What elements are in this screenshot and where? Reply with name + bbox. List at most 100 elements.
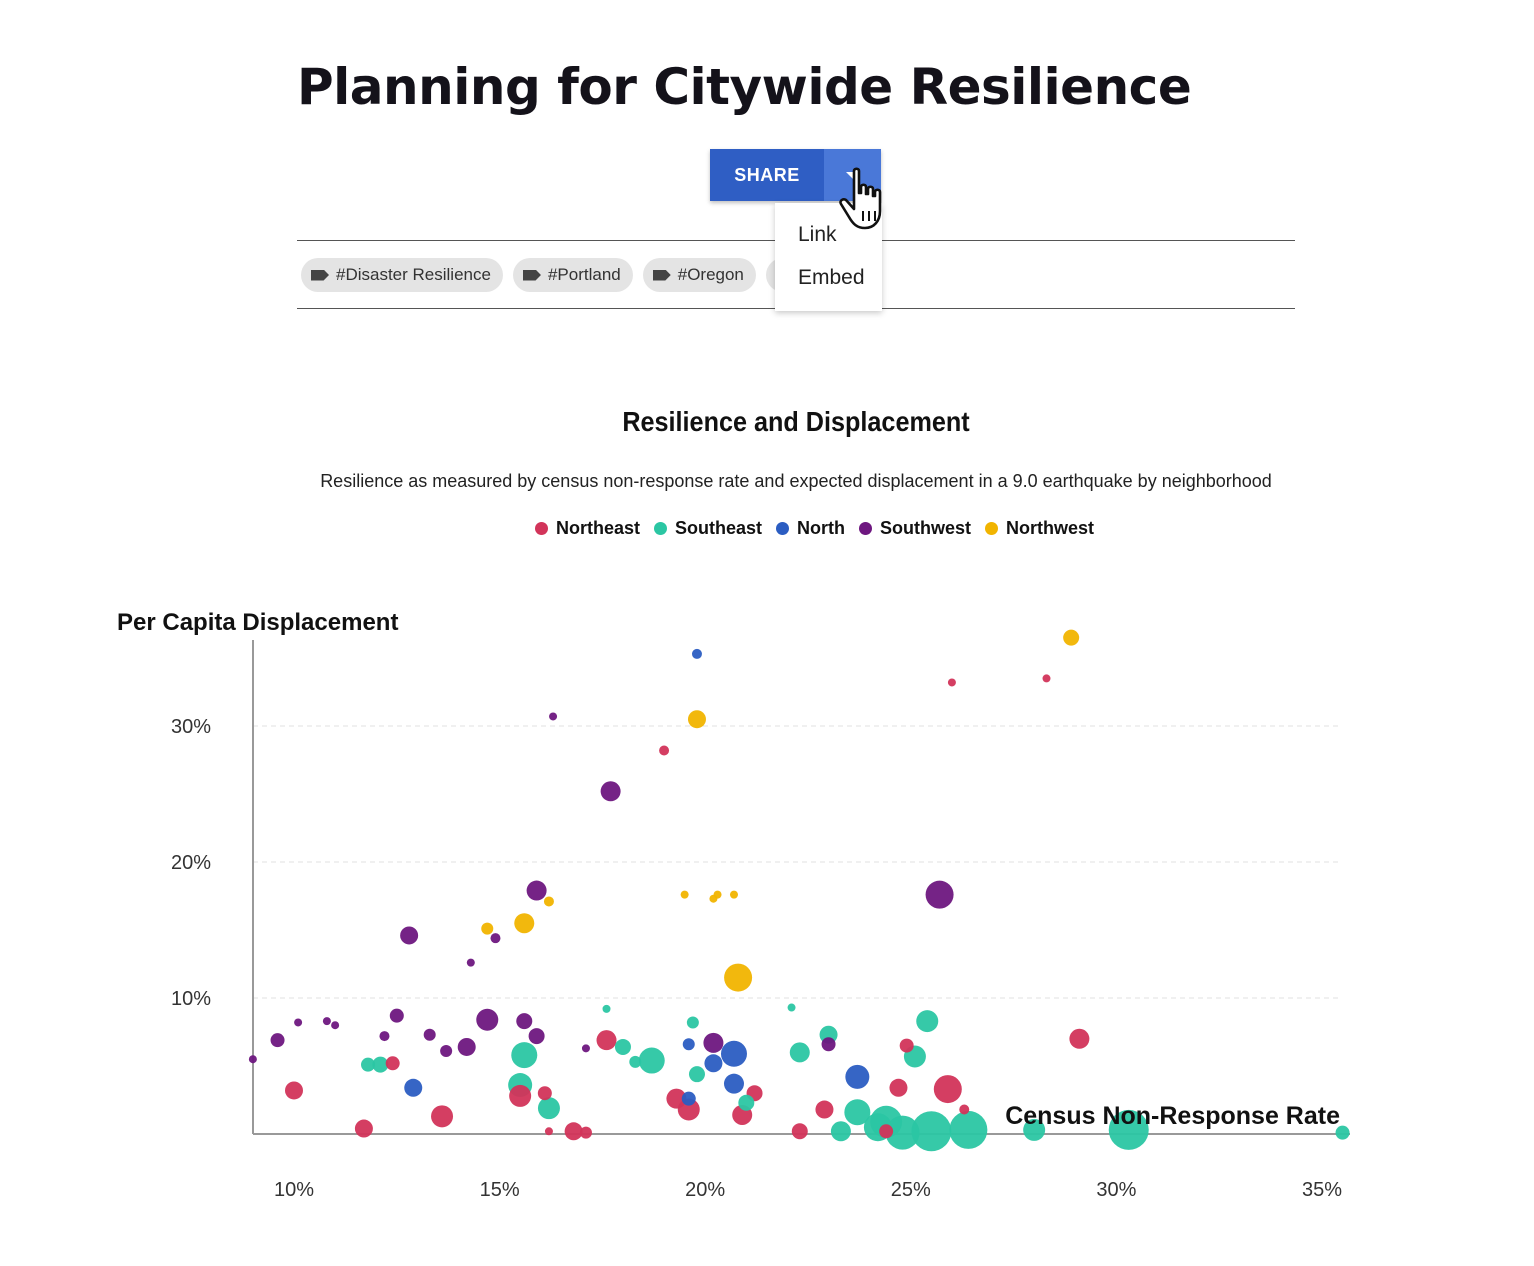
data-point-southwest (294, 1018, 303, 1027)
legend-item-northwest[interactable]: Northwest (985, 518, 1094, 539)
legend-label: Southwest (880, 518, 972, 538)
share-menu-item-embed[interactable]: Embed (798, 266, 865, 289)
data-point-southeast (916, 1010, 939, 1033)
data-point-southeast (1108, 1109, 1149, 1150)
data-point-southwest (821, 1037, 836, 1052)
data-point-southwest (331, 1021, 340, 1030)
x-tick-label: 30% (1096, 1179, 1136, 1201)
x-tick-label: 25% (891, 1179, 931, 1201)
legend-item-north[interactable]: North (776, 518, 845, 539)
data-point-northeast (537, 1086, 552, 1101)
data-point-northwest (514, 913, 535, 934)
tag-chip[interactable]: #Oregon (642, 258, 756, 292)
data-point-northeast (959, 1104, 970, 1115)
data-point-southeast (686, 1016, 699, 1029)
data-point-southeast (537, 1097, 560, 1120)
data-point-north (845, 1064, 870, 1089)
data-point-southeast (949, 1110, 988, 1149)
legend-swatch (654, 522, 668, 535)
data-point-southwest (528, 1028, 545, 1045)
legend-item-southeast[interactable]: Southeast (654, 518, 762, 539)
page-title: Planning for Citywide Resilience (297, 58, 1192, 116)
data-point-southeast (629, 1055, 642, 1068)
x-tick-label: 15% (480, 1179, 520, 1201)
chart-legend: Northeast Southeast North Southwest Nort… (535, 518, 1108, 539)
data-point-northwest (1063, 629, 1080, 646)
data-point-southwest (423, 1028, 436, 1041)
legend-swatch (985, 522, 999, 535)
data-point-northeast (385, 1056, 400, 1071)
data-point-north (404, 1078, 423, 1097)
data-point-northeast (899, 1038, 914, 1053)
data-point-north (681, 1091, 696, 1106)
data-point-southwest (581, 1044, 590, 1053)
data-point-north (691, 648, 702, 659)
legend-item-northeast[interactable]: Northeast (535, 518, 640, 539)
data-point-southeast (1335, 1125, 1350, 1140)
data-point-northeast (596, 1030, 617, 1051)
data-point-southeast (911, 1111, 952, 1152)
data-point-southwest (322, 1017, 331, 1026)
tag-chip[interactable]: #Portland (512, 258, 633, 292)
tag-label: #Portland (547, 265, 621, 284)
legend-swatch (535, 522, 548, 535)
x-tick-label: 20% (685, 1179, 725, 1201)
data-point-southeast (738, 1094, 755, 1111)
data-point-southeast (830, 1121, 851, 1142)
data-point-northeast (564, 1122, 583, 1141)
data-point-northwest (687, 710, 706, 729)
data-point-northwest (724, 963, 753, 992)
tag-list: #Disaster Resilience #Portland #Oregon (301, 258, 828, 292)
tag-label: #Oregon (677, 265, 744, 284)
data-point-northeast (791, 1123, 808, 1140)
data-point-northeast (354, 1119, 373, 1138)
caret-down-icon (845, 171, 860, 179)
data-point-north (720, 1040, 747, 1067)
data-point-northeast (659, 745, 670, 756)
data-point-southwest (600, 781, 621, 802)
legend-label: Northwest (1006, 518, 1095, 538)
data-point-northwest (543, 896, 554, 907)
data-point-southeast (602, 1004, 611, 1013)
chart-title: Resilience and Displacement (622, 406, 970, 437)
legend-label: Southeast (675, 518, 763, 538)
data-point-southwest (379, 1031, 390, 1042)
share-button[interactable]: SHARE (710, 149, 824, 201)
tag-icon (522, 269, 541, 281)
data-point-northwest (481, 922, 494, 935)
data-point-northeast (666, 1088, 687, 1109)
data-point-southeast (1023, 1118, 1046, 1141)
tag-icon (311, 269, 329, 281)
data-point-northwest (680, 890, 689, 899)
hand-pointer-cursor-icon (839, 167, 882, 230)
data-point-southwest (925, 880, 954, 909)
share-menu-item-link[interactable]: Link (798, 223, 837, 246)
share-menu: Link Embed (775, 203, 882, 311)
data-point-southeast (638, 1047, 665, 1074)
x-tick-label: 35% (1302, 1179, 1342, 1201)
data-point-southeast (614, 1038, 631, 1055)
data-point-southeast (372, 1056, 389, 1073)
data-point-northwest (729, 890, 738, 899)
data-point-southwest (466, 958, 475, 967)
data-point-northwest (713, 890, 722, 899)
data-point-southwest (457, 1037, 476, 1056)
legend-item-southwest[interactable]: Southwest (859, 518, 971, 539)
data-point-northeast (933, 1075, 962, 1104)
tag-chip[interactable]: #Disaster Resilience (301, 258, 503, 292)
data-point-northeast (879, 1124, 894, 1139)
data-point-northeast (1042, 674, 1051, 683)
data-point-southeast (511, 1042, 538, 1069)
data-point-northeast (285, 1081, 303, 1100)
share-button-group: SHARE (710, 149, 881, 201)
data-point-northeast (947, 678, 956, 687)
data-point-southeast (844, 1099, 871, 1126)
legend-swatch (776, 522, 790, 535)
data-point-north (682, 1038, 695, 1051)
data-point-northeast (431, 1105, 454, 1128)
data-point-southeast (787, 1003, 796, 1012)
legend-swatch (859, 522, 873, 535)
data-point-southwest (526, 880, 547, 901)
data-point-southwest (549, 712, 558, 721)
data-point-southwest (703, 1032, 724, 1053)
